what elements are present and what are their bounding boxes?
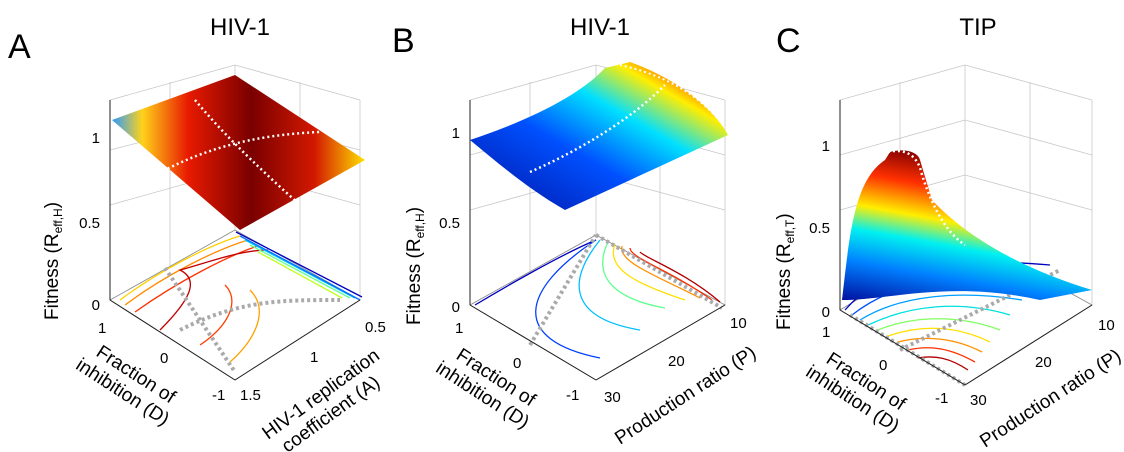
panel-b-ztick-05: 0.5 bbox=[439, 215, 460, 232]
panel-a-xtick-1: 1 bbox=[98, 320, 106, 337]
panel-c-xtick-m1: -1 bbox=[935, 390, 948, 407]
panel-c-ztick-0: 0 bbox=[822, 304, 830, 321]
panel-b-xtick-0: 0 bbox=[513, 355, 521, 372]
panel-c-title: TIP bbox=[959, 14, 996, 41]
panel-c-xlabel: Fraction of inhibition (D) bbox=[802, 349, 910, 438]
panel-b-surface bbox=[470, 62, 728, 210]
panel-a-surface bbox=[112, 75, 365, 230]
panel-c-xtick-1: 1 bbox=[822, 324, 830, 341]
panel-c-zlabel: Fitness (Reff,T) bbox=[774, 213, 797, 330]
panel-a-axes bbox=[109, 100, 361, 381]
panel-a-ztick-05: 0.5 bbox=[79, 215, 100, 232]
panel-b-xlabel: Fraction of inhibition (D) bbox=[432, 345, 540, 434]
panel-b-xtick-1: 1 bbox=[455, 320, 463, 337]
panel-c: C TIP bbox=[774, 14, 1124, 452]
panel-b-axes bbox=[469, 100, 726, 381]
panel-a-ztick-1: 1 bbox=[92, 130, 100, 147]
panel-a-ytick-15: 1.5 bbox=[240, 387, 261, 404]
panel-c-letter: C bbox=[776, 22, 801, 60]
panel-a-ylabel: HIV-1 replication coefficient (A) bbox=[259, 345, 384, 452]
panel-a-title: HIV-1 bbox=[210, 14, 270, 41]
panel-b-ytick-10: 10 bbox=[730, 315, 747, 332]
panel-c-ytick-30: 30 bbox=[970, 392, 987, 409]
panel-a-letter: A bbox=[8, 28, 31, 66]
panel-c-ztick-05: 0.5 bbox=[809, 220, 830, 237]
panel-b-xtick-m1: -1 bbox=[566, 387, 579, 404]
panel-b-title: HIV-1 bbox=[570, 14, 630, 41]
panel-b: B HIV-1 bbox=[392, 14, 760, 449]
panel-a-contours bbox=[109, 229, 363, 381]
panel-c-ztick-1: 1 bbox=[822, 138, 830, 155]
panel-a-ytick-1: 1 bbox=[310, 349, 318, 366]
panel-a-xtick-0: 0 bbox=[160, 350, 168, 367]
panel-b-contours bbox=[469, 233, 726, 381]
panel-b-ztick-1: 1 bbox=[452, 125, 460, 142]
panel-c-surface bbox=[842, 149, 1092, 300]
panel-b-zlabel: Fitness (Reff,H) bbox=[404, 207, 427, 325]
panel-c-axes bbox=[839, 100, 1093, 386]
panel-a-ztick-0: 0 bbox=[92, 297, 100, 314]
panel-b-ztick-0: 0 bbox=[452, 299, 460, 316]
panel-b-letter: B bbox=[392, 22, 415, 60]
panel-c-ytick-10: 10 bbox=[1098, 317, 1115, 334]
panel-a: A HIV-1 bbox=[8, 14, 386, 452]
panel-b-ytick-20: 20 bbox=[668, 353, 685, 370]
panel-a-xtick-m1: -1 bbox=[212, 387, 225, 404]
panel-a-zlabel: Fitness (Reff,H) bbox=[42, 202, 65, 320]
panel-a-ytick-05: 0.5 bbox=[365, 319, 386, 336]
panel-c-ytick-20: 20 bbox=[1035, 354, 1052, 371]
panel-c-xtick-0: 0 bbox=[879, 357, 887, 374]
panel-b-ytick-30: 30 bbox=[604, 389, 621, 406]
